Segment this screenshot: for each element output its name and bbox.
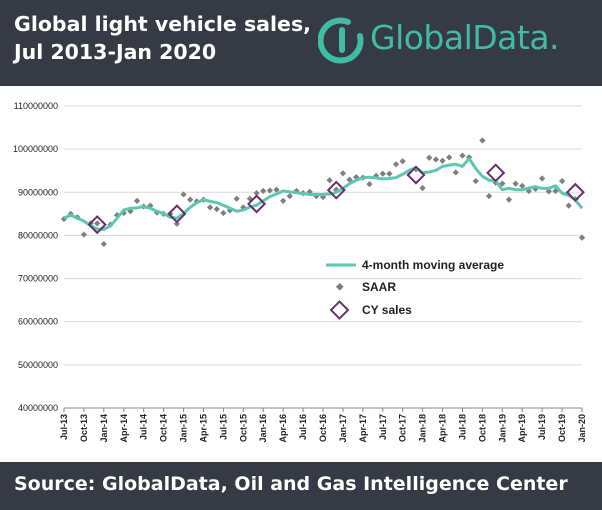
x-tick-label: Oct-16 <box>318 414 328 442</box>
y-tick-label: 40000000 <box>18 403 58 413</box>
x-tick-label: Jan-19 <box>497 414 507 443</box>
title-line-1: Global light vehicle sales, <box>14 12 311 36</box>
legend-swatch-cy-sales <box>329 300 350 320</box>
saar-point <box>379 170 386 177</box>
x-tick-label: Jan-14 <box>99 414 109 443</box>
saar-point <box>558 177 566 185</box>
saar-point <box>173 220 181 227</box>
saar-point <box>206 204 214 211</box>
chart-title: Global light vehicle sales, Jul 2013-Jan… <box>14 10 311 66</box>
x-tick-label: Oct-19 <box>557 414 567 442</box>
y-tick-label: 50000000 <box>18 360 58 370</box>
cy-sales-point <box>565 182 585 202</box>
y-tick-label: 110000000 <box>14 101 58 111</box>
title-banner: Global light vehicle sales, Jul 2013-Jan… <box>0 0 602 86</box>
saar-point <box>452 169 459 176</box>
saar-point <box>286 193 293 200</box>
saar-point <box>459 152 466 159</box>
saar-point <box>472 177 479 185</box>
x-tick-label: Oct-17 <box>398 414 408 442</box>
legend-label-cy-sales: CY sales <box>362 303 412 317</box>
x-axis-ticks: Jul-13 Oct-13 Jan-14 Apr-14 Jul-14 Oct-14 Jan-… <box>59 408 587 443</box>
cy-sales-point <box>167 204 187 224</box>
saar-point <box>485 193 493 200</box>
saar-point <box>233 195 240 202</box>
x-tick-label: Jan-20 <box>577 414 587 443</box>
moving-average-line <box>63 157 584 231</box>
saar-point <box>366 180 373 188</box>
source-note: Source: GlobalData, Oil and Gas Intellig… <box>14 473 568 495</box>
x-tick-label: Jan-16 <box>258 414 268 443</box>
x-tick-label: Jul-13 <box>59 414 69 440</box>
x-tick-label: Jan-15 <box>179 414 189 443</box>
x-tick-label: Oct-14 <box>159 414 169 442</box>
saar-point <box>339 170 347 177</box>
saar-point <box>565 202 572 209</box>
x-tick-label: Jul-17 <box>378 414 388 440</box>
x-tick-label: Oct-15 <box>238 414 248 442</box>
saar-point <box>260 187 267 195</box>
saar-point <box>419 184 426 192</box>
cy-sales-point <box>406 165 426 185</box>
saar-point <box>392 161 400 168</box>
x-tick-label: Apr-15 <box>198 414 208 443</box>
vehicle-sales-chart: 40000000 50000000 60000000 70000000 80000000… <box>13 101 587 443</box>
x-tick-label: Jul-18 <box>457 414 467 440</box>
x-tick-label: Jul-14 <box>139 414 149 440</box>
x-tick-label: Jul-19 <box>537 414 547 440</box>
saar-point <box>426 154 433 161</box>
saar-point <box>505 196 513 203</box>
saar-point <box>479 137 486 144</box>
cy-sales-point <box>326 180 346 200</box>
saar-point <box>386 170 393 177</box>
globaldata-logo-icon <box>318 17 364 64</box>
cy-sales-point <box>486 163 506 183</box>
x-tick-label: Oct-13 <box>79 414 89 442</box>
y-tick-label: 80000000 <box>18 230 58 240</box>
saar-point <box>432 156 440 163</box>
y-axis-ticks: 40000000 50000000 60000000 70000000 80000000… <box>13 101 58 413</box>
saar-point <box>399 158 406 165</box>
saar-point <box>80 231 88 238</box>
x-tick-label: Jan-18 <box>418 414 428 443</box>
legend: 4-month moving average SAAR CY sales <box>326 258 504 320</box>
y-tick-label: 70000000 <box>18 274 58 284</box>
saar-point <box>512 180 519 187</box>
x-tick-label: Jul-16 <box>298 414 308 440</box>
x-tick-label: Apr-17 <box>358 414 368 443</box>
title-line-2: Jul 2013-Jan 2020 <box>14 40 217 64</box>
x-tick-label: Apr-14 <box>119 414 129 443</box>
y-tick-label: 90000000 <box>18 187 58 197</box>
cy-sales-point <box>87 215 107 235</box>
cy-sales-series <box>87 163 585 235</box>
x-tick-label: Apr-16 <box>278 414 288 443</box>
saar-point <box>446 154 453 161</box>
saar-point <box>94 220 101 227</box>
x-tick-label: Jan-17 <box>338 414 348 443</box>
x-tick-label: Apr-18 <box>438 414 448 443</box>
saar-point <box>280 197 287 205</box>
globaldata-logo: GlobalData. <box>316 12 596 68</box>
source-banner: Source: GlobalData, Oil and Gas Intellig… <box>0 462 602 510</box>
y-tick-label: 100000000 <box>13 144 58 154</box>
legend-label-moving-average: 4-month moving average <box>362 258 504 272</box>
saar-point <box>213 206 220 213</box>
cy-sales-point <box>247 194 267 214</box>
saar-point <box>326 177 333 184</box>
saar-point <box>220 209 227 217</box>
x-tick-label: Oct-18 <box>477 414 487 442</box>
legend-swatch-saar <box>335 282 344 291</box>
legend-label-saar: SAAR <box>362 280 396 294</box>
y-tick-label: 60000000 <box>18 317 58 327</box>
x-tick-label: Apr-19 <box>517 414 527 443</box>
saar-point <box>439 157 446 164</box>
saar-point <box>133 197 141 205</box>
saar-point <box>187 196 194 203</box>
saar-point <box>100 240 107 248</box>
saar-point <box>539 175 546 182</box>
x-tick-label: Jul-15 <box>218 414 228 440</box>
logo-wordmark: GlobalData. <box>370 18 560 57</box>
gridlines <box>64 105 582 366</box>
